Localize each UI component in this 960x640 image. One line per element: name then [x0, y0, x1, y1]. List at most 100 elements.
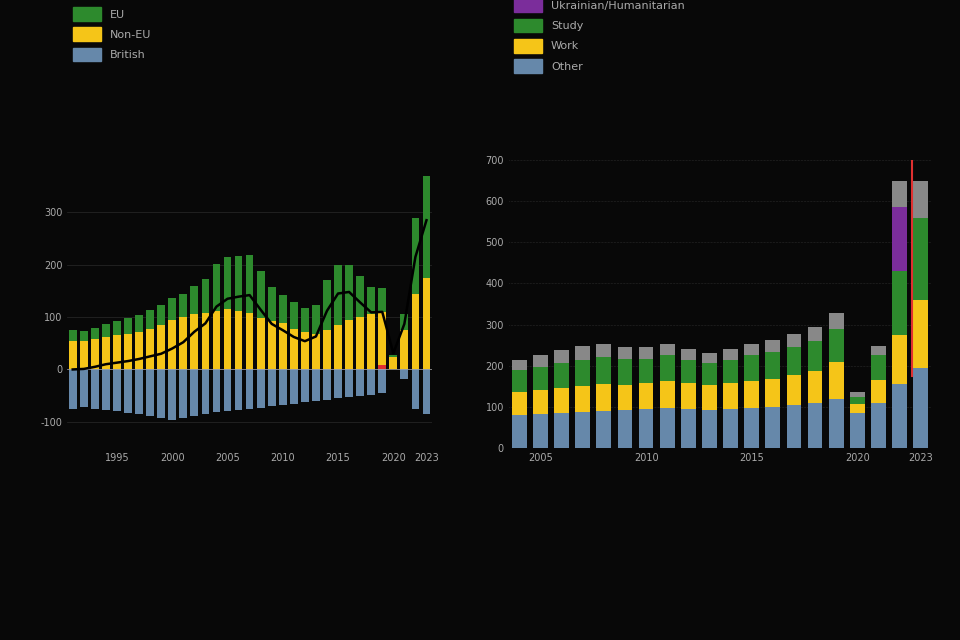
Bar — [617, 410, 633, 448]
Bar — [512, 370, 527, 392]
Bar — [850, 392, 865, 397]
Bar — [212, 311, 220, 369]
Bar — [256, 271, 265, 318]
Bar — [807, 341, 823, 371]
Bar — [146, 369, 154, 415]
Bar — [268, 321, 276, 369]
Bar — [807, 326, 823, 341]
Bar — [554, 363, 569, 388]
Bar — [224, 257, 231, 309]
Bar — [913, 218, 928, 300]
Bar — [554, 351, 569, 363]
Bar — [368, 369, 375, 395]
Bar — [312, 369, 320, 401]
Bar — [69, 330, 77, 340]
Bar — [334, 325, 342, 369]
Bar — [681, 360, 696, 383]
Bar — [168, 369, 176, 420]
Bar — [638, 347, 654, 358]
Bar — [279, 294, 287, 323]
Bar — [422, 369, 430, 414]
Bar — [596, 384, 612, 411]
Bar — [334, 265, 342, 325]
Bar — [356, 276, 364, 317]
Bar — [69, 369, 77, 409]
Bar — [312, 305, 320, 334]
Bar — [390, 355, 397, 357]
Bar — [157, 325, 165, 369]
Bar — [80, 340, 87, 369]
Bar — [224, 309, 231, 369]
Bar — [828, 362, 844, 399]
Bar — [533, 390, 548, 414]
Bar — [91, 369, 99, 409]
Bar — [638, 383, 654, 409]
Bar — [681, 383, 696, 409]
Bar — [102, 369, 109, 410]
Bar — [786, 347, 802, 375]
Bar — [346, 265, 353, 320]
Bar — [638, 409, 654, 448]
Bar — [146, 310, 154, 328]
Bar — [702, 410, 717, 448]
Bar — [554, 388, 569, 413]
Bar — [324, 280, 331, 330]
Bar — [702, 385, 717, 410]
Bar — [190, 314, 198, 369]
Bar — [786, 375, 802, 405]
Bar — [702, 363, 717, 385]
Bar — [828, 313, 844, 329]
Bar — [168, 298, 176, 320]
Bar — [102, 337, 109, 369]
Bar — [368, 314, 375, 369]
Bar — [871, 380, 886, 403]
Bar — [290, 328, 298, 369]
Bar — [828, 329, 844, 362]
Bar — [400, 330, 408, 369]
Bar — [681, 349, 696, 360]
Bar — [400, 314, 408, 330]
Bar — [256, 318, 265, 369]
Bar — [135, 369, 143, 414]
Bar — [660, 381, 675, 408]
Bar — [268, 287, 276, 321]
Bar — [422, 278, 430, 369]
Bar — [324, 330, 331, 369]
Bar — [892, 335, 907, 384]
Bar — [180, 294, 187, 317]
Bar — [575, 412, 590, 448]
Bar — [828, 399, 844, 448]
Bar — [807, 371, 823, 403]
Bar — [512, 415, 527, 448]
Bar — [554, 413, 569, 448]
Bar — [190, 369, 198, 415]
Bar — [91, 339, 99, 369]
Bar — [617, 385, 633, 410]
Bar — [765, 379, 780, 407]
Bar — [533, 367, 548, 390]
Bar — [412, 294, 420, 369]
Bar — [135, 332, 143, 369]
Bar — [124, 334, 132, 369]
Bar — [786, 334, 802, 347]
Bar — [324, 369, 331, 400]
Bar — [422, 176, 430, 278]
Bar — [301, 308, 309, 332]
Bar — [913, 180, 928, 218]
Bar — [744, 355, 759, 381]
Bar — [533, 414, 548, 448]
Bar — [135, 315, 143, 332]
Bar — [681, 409, 696, 448]
Bar — [234, 256, 243, 311]
Bar — [660, 408, 675, 448]
Bar — [744, 344, 759, 355]
Bar — [723, 383, 738, 409]
Bar — [224, 369, 231, 412]
Bar — [807, 403, 823, 448]
Bar — [765, 407, 780, 448]
Bar — [279, 369, 287, 405]
Bar — [723, 349, 738, 360]
Bar — [575, 346, 590, 360]
Bar — [168, 320, 176, 369]
Bar — [180, 369, 187, 418]
